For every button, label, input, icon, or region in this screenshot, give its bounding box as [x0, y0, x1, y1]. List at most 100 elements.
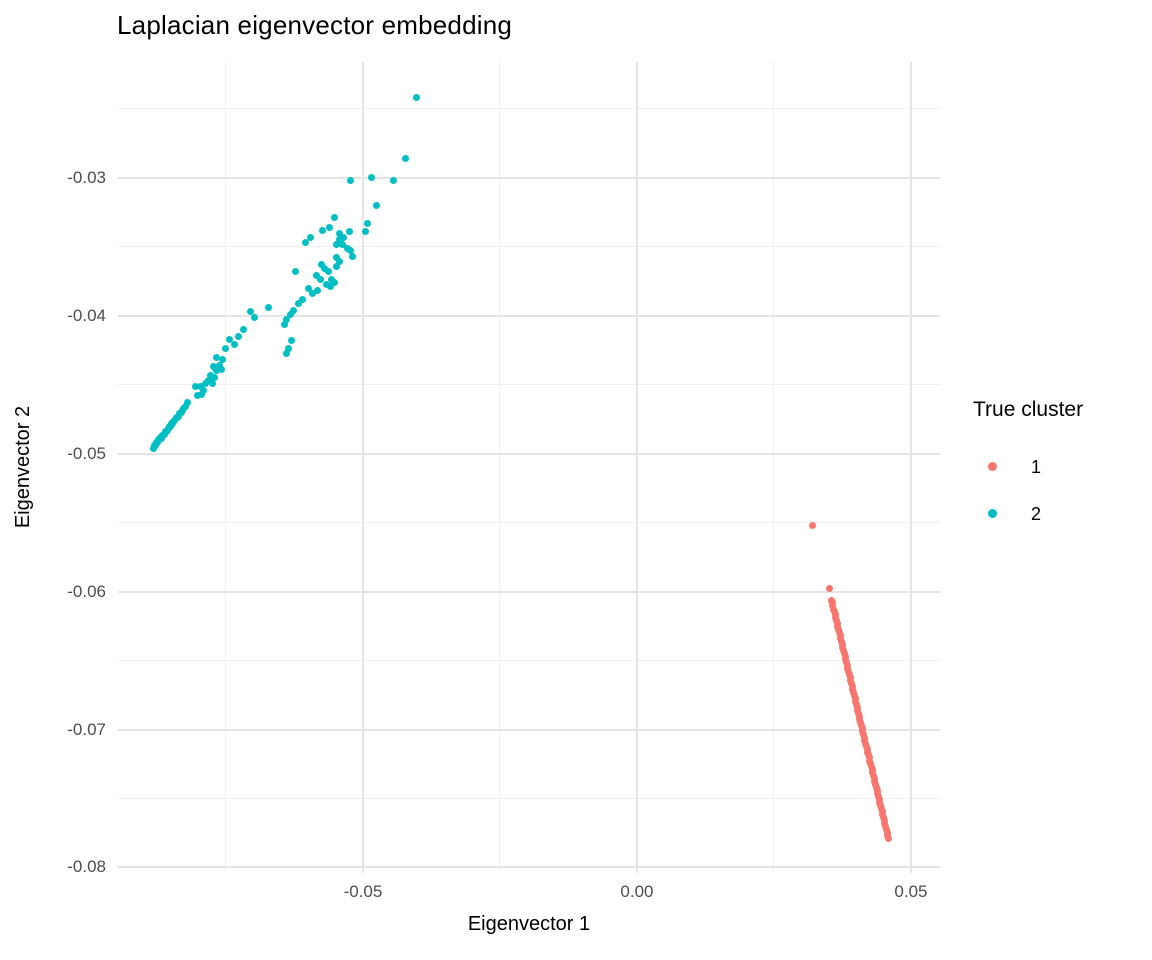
y-axis-tick-label: -0.06 — [67, 581, 106, 601]
data-point-cluster-2 — [246, 308, 254, 316]
data-point-cluster-2 — [235, 332, 243, 340]
data-point-cluster-2 — [313, 272, 321, 280]
data-point-cluster-2 — [333, 254, 341, 262]
gridline-y-minor — [118, 522, 940, 524]
gridline-x-major — [909, 62, 912, 873]
data-point-cluster-2 — [209, 379, 217, 387]
data-point-cluster-2 — [218, 366, 226, 374]
data-point-cluster-2 — [210, 363, 218, 371]
data-point-cluster-2 — [184, 399, 192, 407]
gridline-x-minor — [225, 62, 227, 873]
data-point-cluster-2 — [295, 299, 303, 307]
data-point-cluster-2 — [313, 287, 321, 295]
gridline-y-minor — [118, 384, 940, 386]
data-point-cluster-2 — [330, 214, 338, 222]
y-axis-title: Eigenvector 2 — [12, 405, 34, 529]
legend-label-cluster-1: 1 — [1031, 457, 1042, 477]
data-point-cluster-2 — [206, 371, 214, 379]
data-point-cluster-2 — [368, 174, 376, 182]
legend-title: True cluster — [973, 398, 1084, 421]
data-point-cluster-2 — [389, 177, 397, 185]
data-point-cluster-2 — [230, 341, 238, 349]
gridline-y-minor — [118, 798, 940, 800]
data-point-cluster-2 — [283, 316, 291, 324]
data-point-cluster-2 — [213, 353, 221, 361]
data-point-cluster-1 — [809, 521, 817, 529]
y-axis-tick-label: -0.07 — [67, 719, 106, 739]
data-point-cluster-2 — [250, 313, 258, 321]
data-point-cluster-2 — [215, 361, 223, 369]
data-point-cluster-2 — [347, 177, 355, 185]
data-point-cluster-2 — [213, 367, 221, 375]
data-point-cluster-2 — [332, 240, 340, 248]
x-axis-tick-label: -0.05 — [343, 882, 383, 901]
data-point-cluster-2 — [349, 252, 357, 260]
gridline-y-major — [118, 452, 940, 455]
data-point-cluster-2 — [316, 276, 324, 284]
x-axis-tick-label: 0.00 — [620, 882, 654, 901]
gridline-y-major — [118, 176, 940, 179]
data-point-cluster-2 — [211, 374, 219, 382]
gridline-x-major — [361, 62, 364, 873]
data-point-cluster-2 — [226, 335, 234, 343]
data-point-cluster-2 — [319, 226, 327, 234]
data-point-cluster-2 — [219, 356, 227, 364]
gridline-x-minor — [773, 62, 775, 873]
data-point-cluster-2 — [309, 290, 317, 298]
data-point-cluster-2 — [290, 306, 298, 314]
data-point-cluster-2 — [339, 233, 347, 241]
y-axis-tick-label: -0.08 — [67, 857, 106, 877]
data-point-cluster-2 — [364, 219, 372, 227]
gridline-y-minor — [118, 660, 940, 662]
data-point-cluster-2 — [321, 265, 329, 273]
data-point-cluster-2 — [307, 233, 315, 241]
data-point-cluster-1 — [825, 585, 833, 593]
data-point-cluster-2 — [280, 320, 288, 328]
data-point-cluster-2 — [288, 337, 296, 345]
legend-dot-cluster-1 — [988, 462, 997, 471]
data-point-cluster-2 — [298, 295, 306, 303]
gridline-x-minor — [499, 62, 501, 873]
data-point-cluster-1 — [884, 835, 892, 843]
gridline-y-major — [118, 314, 940, 317]
data-point-cluster-2 — [332, 262, 340, 270]
data-point-cluster-2 — [361, 228, 369, 236]
y-axis-tick-label: -0.05 — [67, 443, 106, 463]
data-point-cluster-2 — [292, 268, 300, 276]
data-point-cluster-2 — [301, 239, 309, 247]
data-point-cluster-2 — [373, 201, 381, 209]
data-point-cluster-2 — [339, 240, 347, 248]
data-point-cluster-2 — [181, 403, 189, 411]
data-point-cluster-2 — [193, 392, 201, 400]
legend-label-cluster-2: 2 — [1031, 504, 1042, 524]
data-point-cluster-2 — [204, 377, 212, 385]
data-point-cluster-2 — [336, 229, 344, 237]
data-point-cluster-2 — [196, 382, 204, 390]
data-point-cluster-2 — [283, 349, 291, 357]
y-axis-tick-label: -0.03 — [67, 167, 106, 187]
chart-title: Laplacian eigenvector embedding — [117, 10, 513, 40]
legend-dot-cluster-2 — [988, 509, 997, 518]
data-point-cluster-2 — [336, 258, 344, 266]
data-point-cluster-2 — [318, 261, 326, 269]
data-point-cluster-2 — [325, 268, 333, 276]
data-point-cluster-2 — [285, 345, 293, 353]
y-axis-tick-label: -0.04 — [67, 305, 106, 325]
data-point-cluster-2 — [326, 283, 334, 291]
plot-panel — [118, 62, 940, 873]
gridline-y-major — [118, 590, 940, 593]
data-point-cluster-2 — [343, 244, 351, 252]
data-point-cluster-2 — [286, 310, 294, 318]
gridline-y-major — [118, 728, 940, 731]
data-point-cluster-2 — [412, 94, 420, 102]
gridline-x-major — [635, 62, 638, 873]
data-point-cluster-2 — [347, 247, 355, 255]
gridline-y-minor — [118, 246, 940, 248]
data-point-cluster-2 — [191, 382, 199, 390]
data-point-cluster-2 — [222, 345, 230, 353]
gridline-y-major — [118, 866, 940, 869]
x-axis-tick-label: 0.05 — [894, 882, 928, 901]
gridline-y-minor — [118, 108, 940, 110]
data-point-cluster-2 — [402, 155, 410, 163]
data-point-cluster-2 — [198, 390, 206, 398]
